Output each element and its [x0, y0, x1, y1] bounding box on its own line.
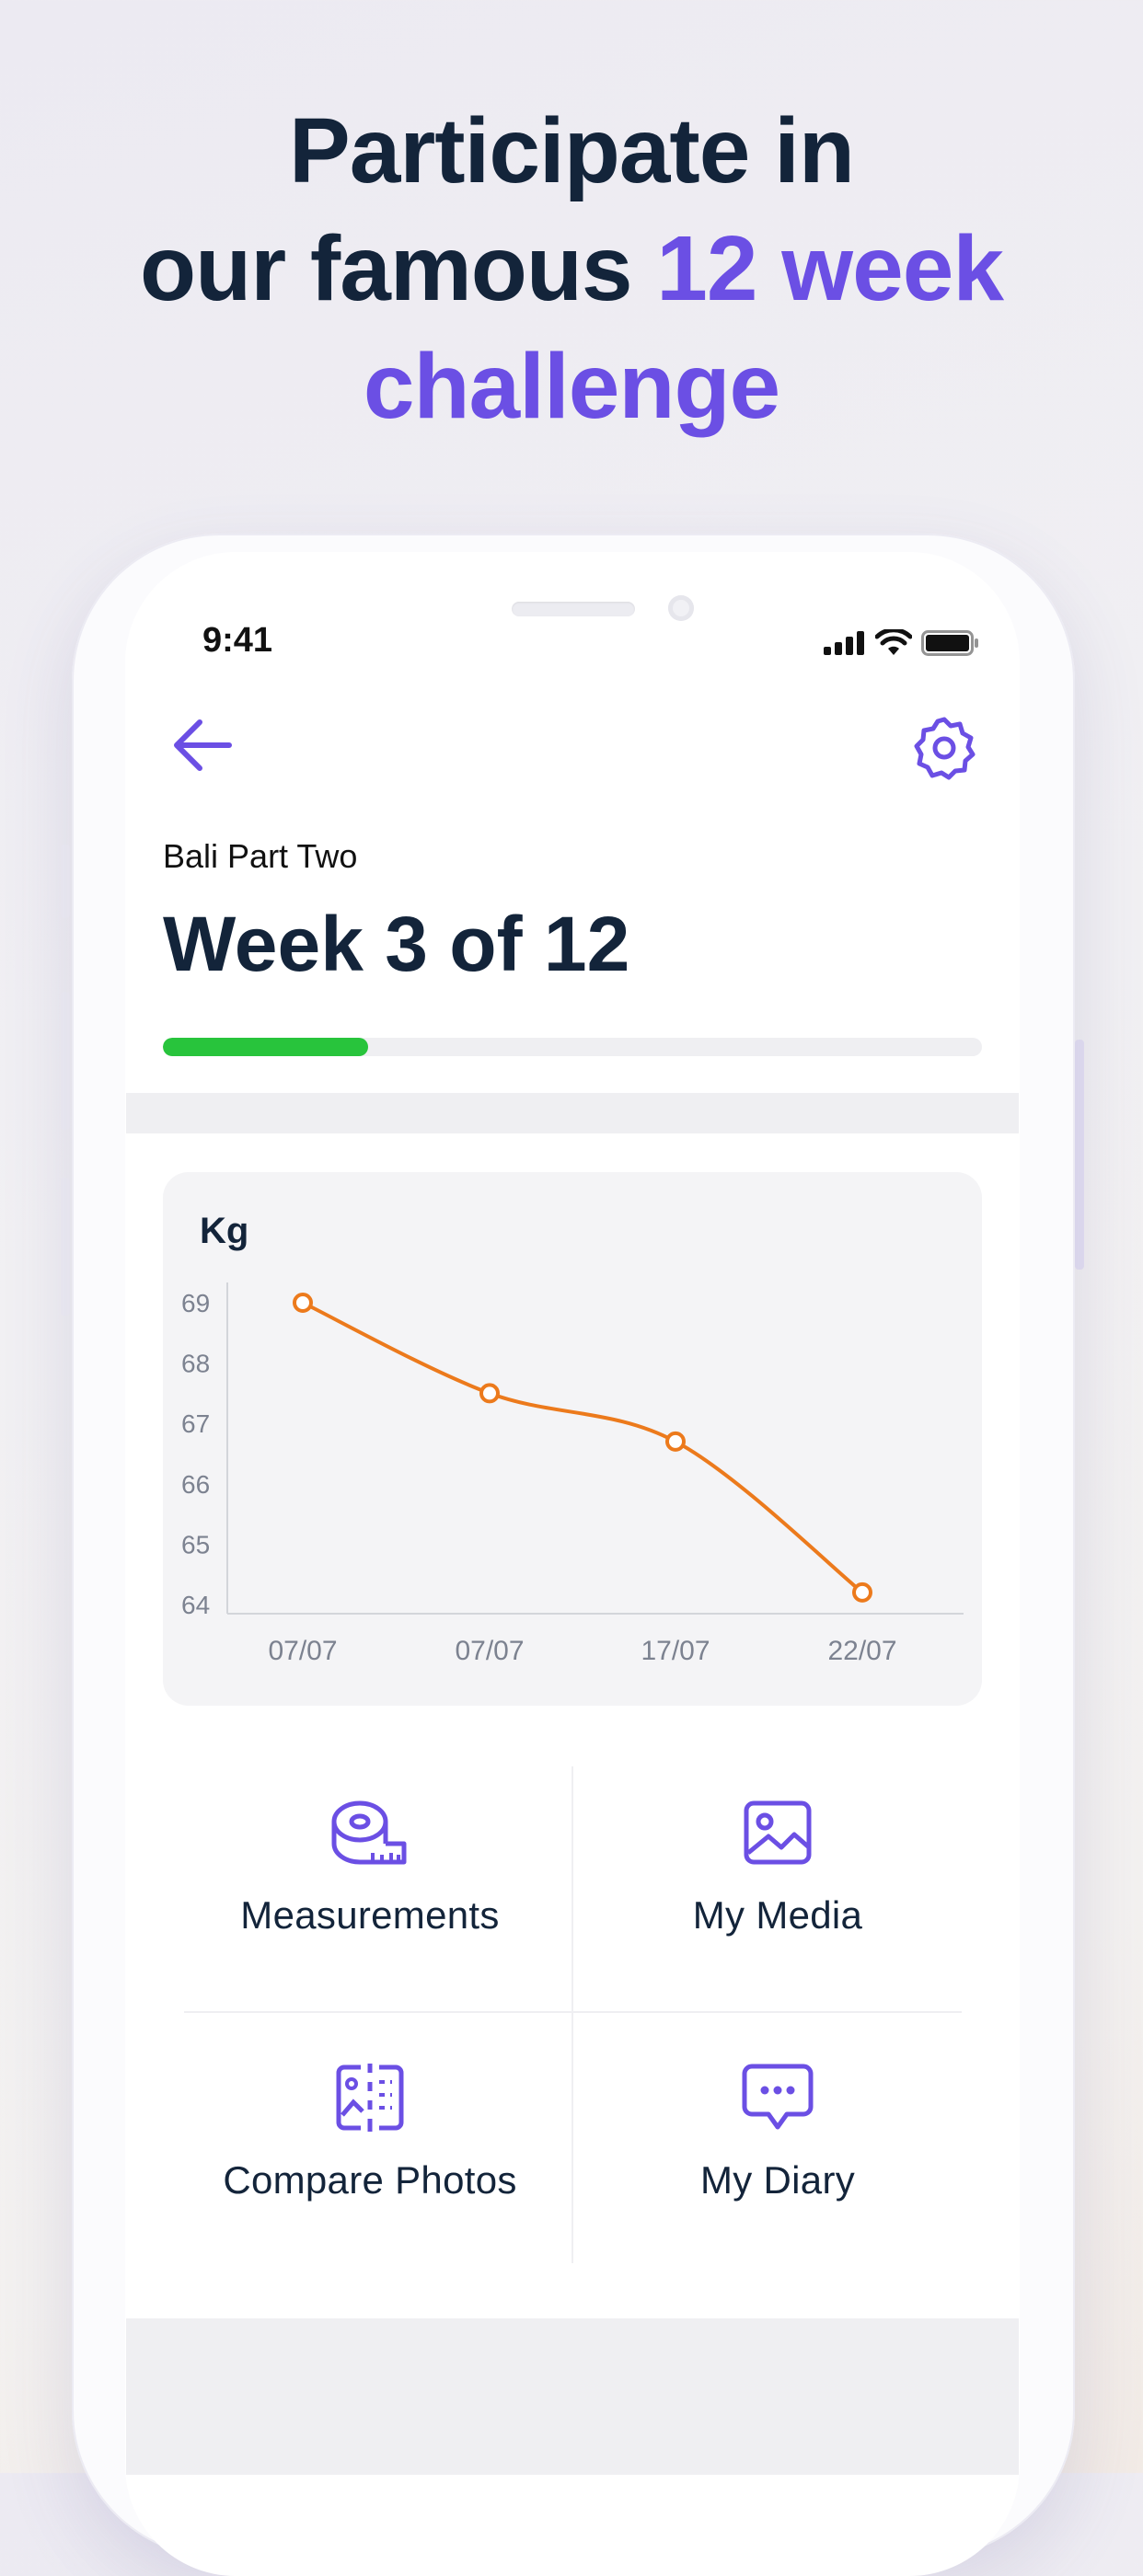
arrow-left-icon [174, 719, 232, 771]
tiles-divider-vertical [572, 1766, 573, 2263]
phone-speaker [512, 602, 635, 616]
headline-line-2: our famous 12 week [0, 210, 1143, 328]
chart-series-line [302, 1301, 864, 1594]
tape-measure-icon [331, 1800, 407, 1865]
chart-y-tick-label: 69 [181, 1289, 210, 1317]
chart-y-tick-label: 65 [181, 1530, 210, 1558]
status-icons [824, 629, 980, 657]
tile-compare-photos-label: Compare Photos [223, 2158, 517, 2202]
bottom-section-band [126, 2318, 1019, 2475]
image-icon [744, 1800, 812, 1865]
chat-bubble-icon [742, 2064, 814, 2130]
week-progress-fill [163, 1038, 368, 1056]
tile-my-diary[interactable]: My Diary [580, 2031, 976, 2271]
tile-my-media[interactable]: My Media [580, 1766, 976, 2006]
cellular-signal-icon [824, 631, 864, 655]
weight-chart-card: Kg 69 68 67 66 65 64 07/07 07/07 17/07 22/07 [163, 1172, 982, 1706]
headline-line-3: challenge [363, 335, 780, 438]
chart-data-point [479, 1383, 500, 1404]
tile-my-media-label: My Media [692, 1893, 863, 1937]
battery-icon [921, 630, 978, 656]
chart-x-tick-label: 22/07 [827, 1636, 896, 1666]
tile-compare-photos[interactable]: Compare Photos [172, 2031, 568, 2271]
headline-accent-12-week: 12 week [656, 217, 1004, 320]
compare-icon [336, 2064, 404, 2132]
chart-x-tick-label: 07/07 [455, 1636, 524, 1666]
headline-line-2-prefix: our famous [140, 217, 657, 320]
chart-y-tick-label: 66 [181, 1470, 210, 1499]
marketing-headline: Participate in our famous 12 week challe… [0, 92, 1143, 445]
chart-data-point [293, 1293, 313, 1313]
headline-line-1: Participate in [289, 99, 855, 202]
phone-side-button-1 [61, 845, 70, 918]
chart-data-point [852, 1581, 872, 1603]
chart-y-tick-label: 67 [181, 1409, 210, 1438]
wifi-icon [875, 629, 912, 655]
chart-unit-label: Kg [200, 1211, 249, 1251]
chart-y-tick-label: 68 [181, 1350, 210, 1378]
status-time: 9:41 [202, 621, 273, 660]
chart-y-tick-label: 64 [181, 1591, 210, 1619]
phone-power-button [1075, 1040, 1084, 1270]
week-progress-bar [163, 1038, 982, 1056]
tile-measurements[interactable]: Measurements [172, 1766, 568, 2006]
challenge-name: Bali Part Two [163, 837, 358, 875]
chart-x-tick-label: 07/07 [268, 1636, 337, 1666]
phone-camera [668, 595, 694, 621]
back-button[interactable] [166, 713, 239, 777]
gear-icon [914, 717, 976, 780]
section-divider [126, 1093, 1019, 1133]
tile-measurements-label: Measurements [240, 1893, 500, 1937]
chart-x-tick-label: 17/07 [641, 1636, 710, 1666]
phone-side-button-3 [61, 1178, 70, 1316]
phone-side-button-2 [61, 992, 70, 1130]
tile-my-diary-label: My Diary [699, 2158, 856, 2202]
chart-data-point [665, 1431, 686, 1452]
weight-chart: 69 68 67 66 65 64 07/07 07/07 17/07 22/07 [181, 1282, 964, 1666]
settings-button[interactable] [907, 714, 981, 782]
week-title: Week 3 of 12 [163, 901, 630, 987]
